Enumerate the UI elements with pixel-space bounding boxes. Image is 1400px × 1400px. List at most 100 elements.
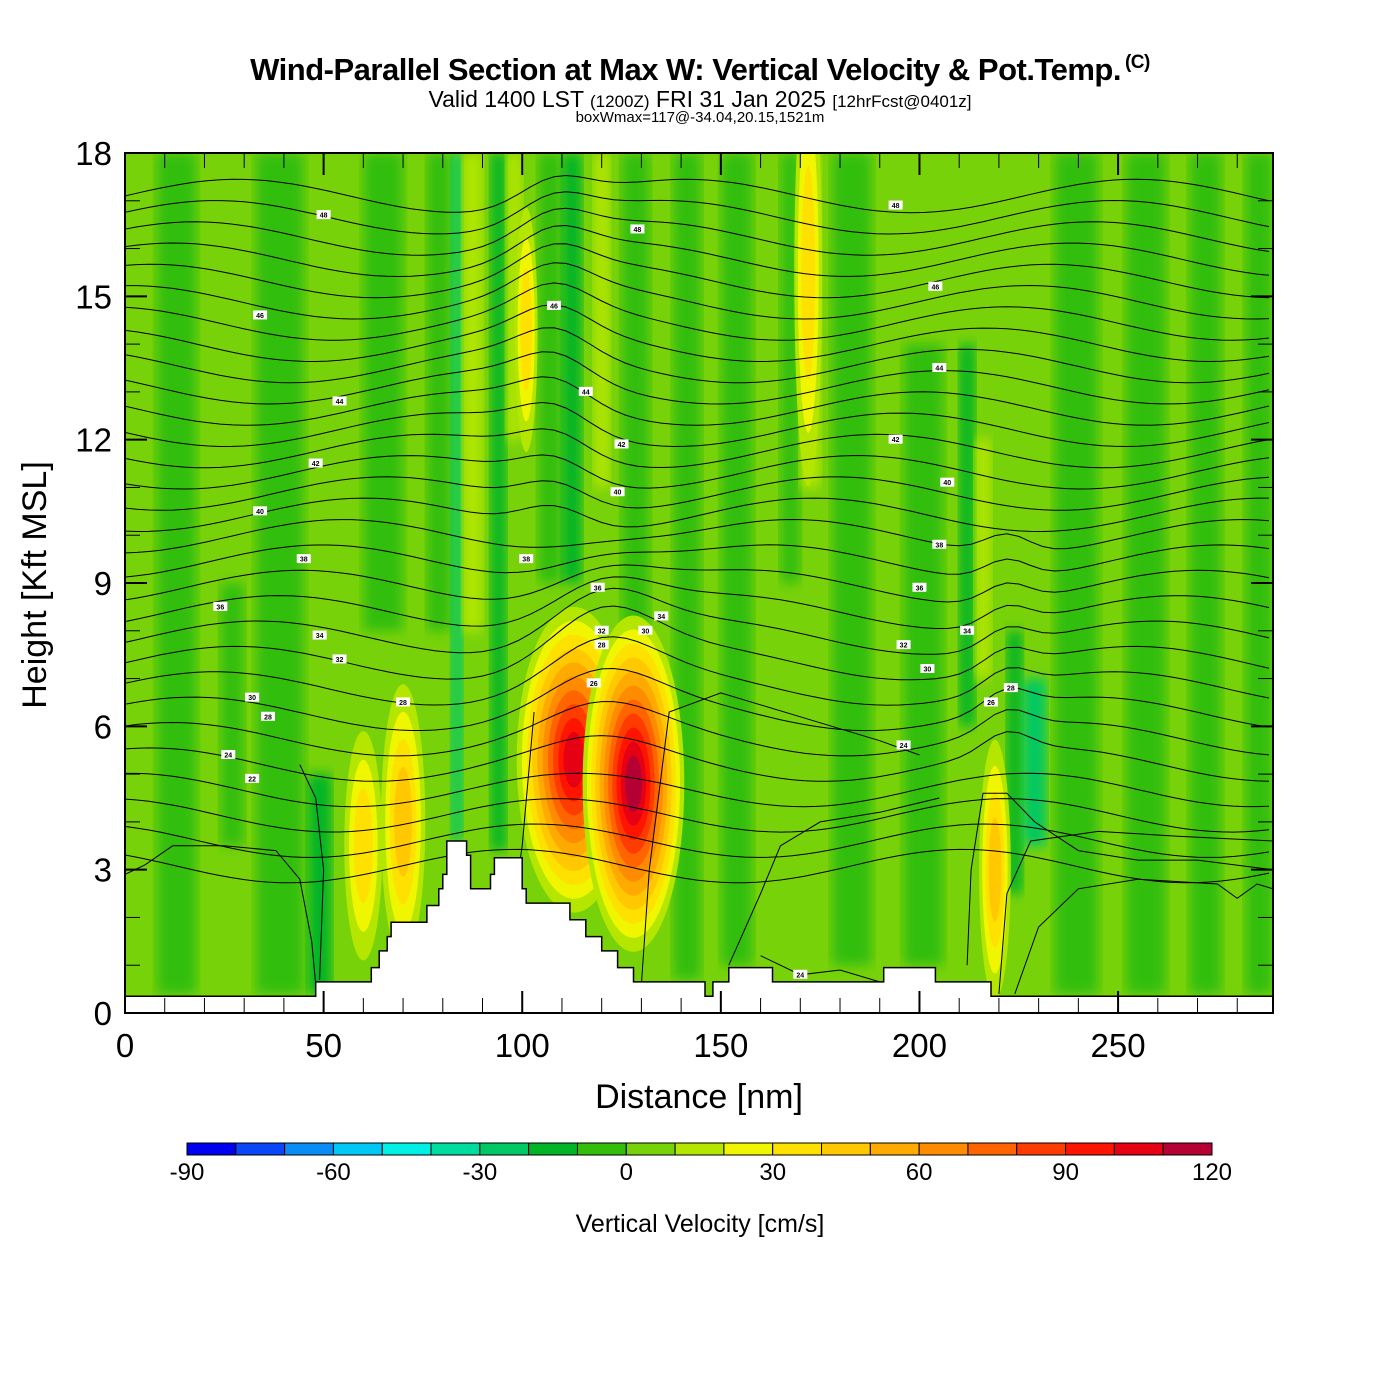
contour-label-text: 40 [256, 509, 264, 516]
contour-label-bg [312, 630, 327, 640]
field-band [256, 153, 304, 994]
theta-contour [125, 636, 1270, 706]
contour-label-bg [213, 601, 228, 611]
x-tick-label: 100 [495, 1027, 550, 1064]
contour-label-text: 48 [320, 213, 328, 220]
contour-label: 46 [253, 310, 268, 320]
contour-label-bg [793, 969, 808, 979]
theta-contour [299, 764, 325, 980]
chart-title: Wind-Parallel Section at Max W: Vertical… [0, 52, 1400, 88]
field-band [307, 774, 332, 994]
contour-labels: 48 48 48 46 46 46 44 44 44 42 42 42 40 40 40 38 38 38 36 36… [213, 200, 1018, 979]
field-band [1126, 153, 1166, 994]
contour-label: 48 [316, 210, 331, 220]
theta-contour [125, 518, 1270, 554]
contour-label: 44 [332, 396, 347, 406]
contour-label-bg [960, 625, 975, 635]
theta-contour [728, 797, 940, 966]
contour-label-text: 26 [590, 681, 598, 688]
contour-label-bg [221, 750, 236, 759]
contour-label-text: 44 [582, 389, 590, 396]
theta-contour [125, 848, 1270, 884]
contour-label-bg [940, 477, 955, 487]
contour-label-bg [296, 554, 311, 564]
forecast-info: [12hrFcst@0401z] [832, 92, 972, 111]
contour-label-text: 28 [399, 700, 407, 707]
contour-label: 26 [586, 678, 601, 688]
contour-label-bg [896, 640, 911, 650]
colorbar-segment [381, 1142, 432, 1156]
contour-label-bg [932, 539, 947, 549]
colorbar-segment [186, 1142, 237, 1156]
contour-label: 28 [261, 711, 276, 721]
contour-label-bg [614, 439, 629, 449]
updraft-core-contour [520, 268, 532, 391]
theta-contour [125, 845, 317, 985]
theta-contour [125, 191, 1270, 235]
box-wmax-info: boxWmax=117@-34.04,20.15,1521m [575, 109, 825, 126]
colorbar-segment [576, 1142, 627, 1156]
contour-label: 42 [308, 458, 323, 468]
theta-contour [125, 207, 1270, 256]
contour-label-bg [245, 692, 260, 702]
contour-label-bg [396, 697, 411, 707]
contour-label-bg [912, 582, 927, 592]
x-axis-title: Distance [nm] [595, 1078, 803, 1116]
theta-contour [125, 401, 1270, 448]
colorbar-segment [1016, 1142, 1067, 1156]
contour-label-text: 28 [1007, 686, 1015, 693]
y-axis-title: Height [Kft MSL] [16, 461, 54, 709]
contour-label: 34 [960, 625, 975, 635]
theta-contour [125, 454, 1270, 490]
contour-label-text: 38 [522, 557, 530, 564]
theta-contour [125, 304, 1270, 363]
colorbar-segment [332, 1142, 383, 1156]
colorbar-title: Vertical Velocity [cm/s] [576, 1210, 825, 1238]
colorbar-tick-label: 90 [1052, 1159, 1079, 1186]
contour-label-text: 46 [931, 284, 939, 291]
contour-label-text: 38 [300, 557, 308, 564]
colorbar-segment [821, 1142, 871, 1156]
colorbar-segment [235, 1142, 286, 1156]
contour-label: 44 [932, 363, 947, 373]
copyright-mark: (C) [1124, 52, 1150, 73]
contour-label-text: 22 [248, 776, 256, 783]
contour-label-bg [332, 654, 347, 664]
field-band [959, 344, 976, 727]
contour-label: 26 [983, 697, 998, 707]
contour-label: 22 [245, 773, 260, 783]
updraft-core-contour [801, 165, 816, 380]
theta-contour [640, 692, 920, 985]
potential-temperature-contours [125, 174, 1273, 995]
contour-label-bg [594, 640, 609, 650]
colorbar-tick-label: -30 [463, 1159, 498, 1186]
colorbar-segment [674, 1142, 725, 1156]
contour-label-text: 30 [641, 628, 649, 635]
colorbar-segment [723, 1142, 774, 1156]
contour-label-text: 36 [216, 604, 224, 611]
contour-label: 38 [932, 539, 947, 549]
contour-label: 44 [578, 386, 593, 396]
y-tick-label: 15 [75, 278, 112, 315]
contour-label: 40 [253, 506, 268, 516]
contour-label: 32 [896, 640, 911, 650]
contour-label: 28 [396, 697, 411, 707]
field-band [156, 153, 197, 994]
contour-label-bg [547, 300, 562, 310]
contour-label-bg [590, 582, 605, 592]
field-band [593, 153, 610, 488]
contour-label: 30 [920, 664, 935, 674]
contour-label-bg [308, 458, 323, 468]
theta-contour [125, 798, 1270, 833]
theta-contour [125, 262, 1270, 320]
contour-label-bg [586, 678, 601, 688]
y-tick-label: 6 [94, 708, 112, 745]
theta-contour [125, 731, 1270, 782]
contour-label-text: 36 [594, 585, 602, 592]
colorbar-tick-label: -90 [170, 1159, 205, 1186]
contour-label-text: 34 [963, 628, 971, 635]
colorbar-tick-label: 30 [759, 1159, 786, 1186]
contour-label: 48 [888, 200, 903, 210]
field-band [1189, 153, 1222, 994]
